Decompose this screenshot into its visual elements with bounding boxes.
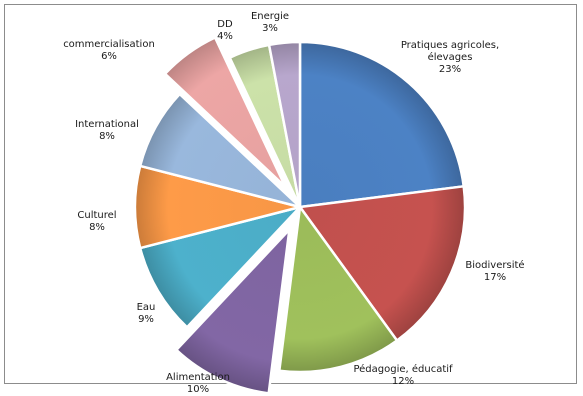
- data-label-commercialisation: commercialisation 6%: [63, 39, 155, 62]
- data-label-alimentation: Alimentation 10%: [166, 372, 230, 395]
- data-label-eau: Eau 9%: [137, 302, 156, 325]
- data-label-pratiques-agricoles-levages: Pratiques agricoles, élevages 23%: [401, 40, 499, 75]
- chart-border: [4, 4, 577, 384]
- data-label-biodiversit: Biodiversité 17%: [465, 259, 524, 283]
- pie-slice-eau: [138, 205, 302, 329]
- data-label-culturel: Culturel 8%: [77, 210, 116, 233]
- pie-slice-international: [138, 92, 302, 209]
- pie-slice-p-dagogie-ducatif: [278, 205, 399, 374]
- data-label-energie: Energie 3%: [251, 11, 289, 34]
- data-label-international: International 8%: [75, 119, 139, 142]
- pie-slice-pratiques-agricoles-levages: [298, 40, 465, 209]
- data-label-dd: DD 4%: [217, 19, 233, 42]
- pie-slice-energie: [267, 40, 302, 209]
- pie-slice-biodiversit: [298, 185, 467, 342]
- data-label-p-dagogie-ducatif: Pédagogie, éducatif 12%: [353, 363, 453, 387]
- pie-slice-alimentation: [175, 228, 291, 395]
- pie-slice-commercialisation: [163, 36, 287, 189]
